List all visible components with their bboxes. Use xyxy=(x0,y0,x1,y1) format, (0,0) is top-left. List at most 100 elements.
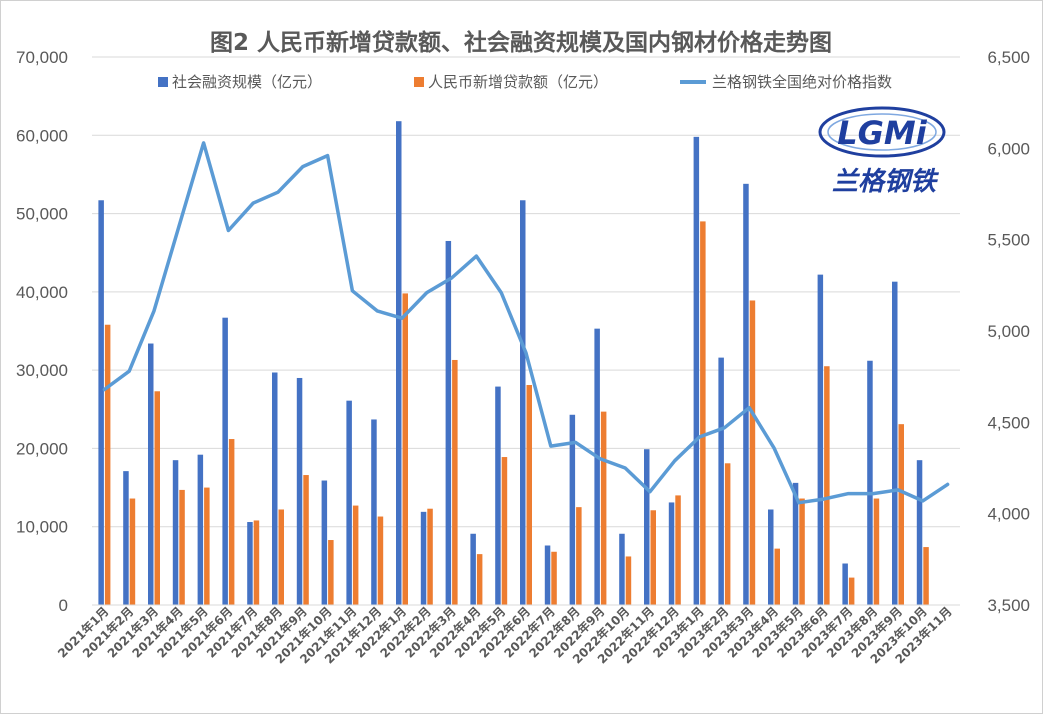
bar-social-financing xyxy=(123,471,129,605)
bar-new-loans xyxy=(551,551,557,605)
bar-new-loans xyxy=(898,424,904,605)
price-index-line xyxy=(102,141,950,505)
bar-social-financing xyxy=(470,533,476,605)
bar-new-loans xyxy=(452,359,458,605)
bar-new-loans xyxy=(228,439,235,605)
right-tick-label: 5,500 xyxy=(987,231,1030,250)
bar-new-loans xyxy=(328,540,334,605)
bar-social-financing xyxy=(644,449,650,605)
bar-social-financing xyxy=(272,372,278,605)
bar-social-financing xyxy=(346,400,352,605)
bar-social-financing xyxy=(544,545,551,605)
bar-social-financing xyxy=(842,563,848,605)
logo-caption: 兰格钢铁 xyxy=(832,167,940,197)
bar-new-loans xyxy=(278,509,284,605)
bar-new-loans xyxy=(848,577,855,605)
category-labels: 2021年1月2021年2月2021年3月2021年4月2021年5月2021年… xyxy=(54,604,954,667)
bar-new-loans xyxy=(253,520,260,605)
bar-social-financing xyxy=(817,274,824,605)
left-tick-label: 70,000 xyxy=(16,48,68,67)
bar-new-loans xyxy=(923,547,929,605)
legend-label-price-index: 兰格钢铁全国绝对价格指数 xyxy=(712,73,892,91)
bar-social-financing xyxy=(247,522,253,605)
bar-social-financing xyxy=(792,482,799,605)
right-tick-label: 3,500 xyxy=(987,596,1030,615)
bar-social-financing xyxy=(743,183,749,605)
bar-social-financing xyxy=(668,502,675,605)
logo-ellipse-inner xyxy=(827,113,937,151)
bar-new-loans xyxy=(700,221,706,605)
bar-social-financing xyxy=(396,121,402,606)
legend-label-social-financing: 社会融资规模（亿元） xyxy=(172,73,322,91)
bar-social-financing xyxy=(197,454,204,605)
bar-social-financing xyxy=(98,200,104,605)
bar-new-loans xyxy=(104,324,111,605)
bar-social-financing xyxy=(619,533,625,605)
left-tick-label: 40,000 xyxy=(16,283,68,302)
legend-swatch-new-loans xyxy=(414,77,424,87)
bar-new-loans xyxy=(650,510,656,605)
bar-new-loans xyxy=(129,498,136,605)
chart-title: 图2 人民币新增贷款额、社会融资规模及国内钢材价格走势图 xyxy=(210,29,832,56)
bar-new-loans xyxy=(625,556,632,605)
bar-social-financing xyxy=(420,511,427,605)
left-tick-label: 60,000 xyxy=(16,126,68,145)
price-index-series-line xyxy=(102,141,950,505)
bar-new-loans xyxy=(576,507,582,605)
bar-new-loans xyxy=(402,293,408,605)
bar-new-loans xyxy=(873,498,880,605)
left-tick-label: 20,000 xyxy=(16,439,68,458)
legend: 社会融资规模（亿元） 人民币新增贷款额（亿元） 兰格钢铁全国绝对价格指数 xyxy=(158,73,892,91)
left-axis-ticks: 0 10,000 20,000 30,000 40,000 50,000 60,000 70,… xyxy=(16,48,68,615)
bar-new-loans xyxy=(824,366,830,605)
logo-ellipse xyxy=(818,106,946,158)
logo-text: LGMi xyxy=(837,114,928,152)
bar-social-financing xyxy=(321,480,328,605)
bar-social-financing xyxy=(495,386,501,605)
left-tick-label: 10,000 xyxy=(16,518,68,537)
bar-social-financing xyxy=(916,460,923,605)
bar-social-financing xyxy=(594,328,600,605)
bar-new-loans xyxy=(476,554,483,605)
lgmi-logo: LGMi 兰格钢铁 xyxy=(818,106,946,197)
left-tick-label: 50,000 xyxy=(16,205,68,224)
bar-new-loans xyxy=(526,385,532,605)
bar-new-loans xyxy=(501,457,508,605)
bar-social-financing xyxy=(148,343,154,605)
legend-label-new-loans: 人民币新增贷款额（亿元） xyxy=(428,73,608,91)
bar-social-financing xyxy=(520,200,526,605)
right-tick-label: 6,500 xyxy=(987,48,1030,67)
bar-new-loans xyxy=(154,391,160,605)
bar-new-loans xyxy=(204,487,210,605)
right-tick-label: 5,000 xyxy=(987,322,1030,341)
bar-social-financing xyxy=(172,460,179,605)
bar-social-financing xyxy=(718,357,724,605)
bar-new-loans xyxy=(352,505,359,605)
bar-new-loans xyxy=(303,475,309,605)
bar-new-loans xyxy=(377,516,384,605)
bar-new-loans xyxy=(427,508,433,605)
bar-social-financing xyxy=(693,136,700,605)
left-tick-label: 30,000 xyxy=(16,361,68,380)
bar-social-financing xyxy=(867,360,873,605)
bar-social-financing xyxy=(222,317,228,605)
left-tick-label: 0 xyxy=(59,596,68,615)
bars xyxy=(98,121,929,606)
bar-new-loans xyxy=(749,300,756,605)
bar-social-financing xyxy=(569,414,576,605)
bar-social-financing xyxy=(371,419,377,605)
right-axis-ticks: 3,500 4,000 4,500 5,000 5,500 6,000 6,500 xyxy=(987,48,1030,615)
bar-social-financing xyxy=(892,281,898,605)
bar-new-loans xyxy=(600,411,607,605)
right-tick-label: 6,000 xyxy=(987,139,1030,158)
bar-new-loans xyxy=(724,463,731,605)
bar-social-financing xyxy=(445,240,452,605)
right-tick-label: 4,000 xyxy=(987,505,1030,524)
bar-new-loans xyxy=(774,548,780,605)
right-tick-label: 4,500 xyxy=(987,413,1030,432)
bar-new-loans xyxy=(179,489,185,605)
bar-new-loans xyxy=(799,498,805,605)
gridlines xyxy=(92,56,960,528)
legend-swatch-social-financing xyxy=(158,77,168,87)
